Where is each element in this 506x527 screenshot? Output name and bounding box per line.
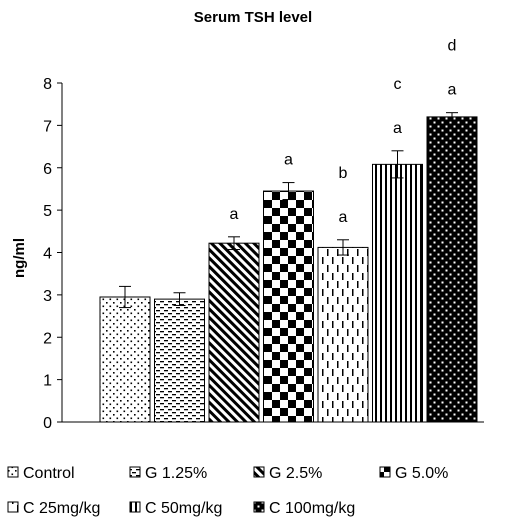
bar	[209, 243, 259, 422]
legend-label: Control	[23, 465, 75, 482]
significance-label: a	[448, 82, 457, 99]
legend-label: G 2.5%	[269, 465, 322, 482]
bar	[100, 297, 150, 422]
legend-swatch	[254, 502, 264, 512]
y-tick-label: 5	[43, 203, 52, 220]
significance-label: a	[339, 209, 348, 226]
bar	[373, 164, 423, 422]
y-tick-label: 6	[43, 161, 52, 178]
legend-item: Control	[8, 465, 75, 482]
legend-item: G 5.0%	[380, 465, 448, 482]
significance-label: d	[448, 38, 457, 55]
legend: Control G 1.25% G 2.5% G 5.0% C 25mg/kg C 50m…	[8, 465, 448, 517]
bar	[155, 299, 205, 422]
y-tick-label: 2	[43, 330, 52, 347]
y-axis-label: ng/ml	[11, 238, 28, 278]
y-tick-label: 4	[43, 246, 52, 263]
legend-swatch	[8, 467, 18, 477]
y-tick-label: 7	[43, 118, 52, 135]
chart-title: Serum TSH level	[194, 9, 312, 26]
bar	[264, 191, 314, 422]
legend-swatch	[380, 467, 390, 477]
legend-swatch	[8, 502, 18, 512]
legend-item: G 2.5%	[254, 465, 322, 482]
significance-label: a	[284, 152, 293, 169]
y-tick-label: 3	[43, 288, 52, 305]
y-tick-label: 0	[43, 415, 52, 432]
legend-label: G 5.0%	[395, 465, 448, 482]
legend-item: C 25mg/kg	[8, 500, 100, 517]
bar	[427, 117, 477, 422]
legend-label: C 50mg/kg	[145, 500, 222, 517]
legend-swatch	[254, 467, 264, 477]
y-tick-label: 1	[43, 373, 52, 390]
bar	[318, 247, 368, 422]
y-ticks: 0 1 2 3 4 5 6 7 8	[43, 76, 62, 432]
legend-label: C 100mg/kg	[269, 500, 355, 517]
significance-label: c	[394, 76, 402, 93]
legend-swatch	[130, 502, 140, 512]
y-tick-label: 8	[43, 76, 52, 93]
legend-item: G 1.25%	[130, 465, 207, 482]
significance-label: a	[393, 120, 402, 137]
significance-label: b	[339, 165, 348, 182]
significance-label: a	[230, 206, 239, 223]
legend-item: C 50mg/kg	[130, 500, 222, 517]
legend-item: C 100mg/kg	[254, 500, 355, 517]
legend-label: C 25mg/kg	[23, 500, 100, 517]
legend-swatch	[130, 467, 140, 477]
legend-label: G 1.25%	[145, 465, 207, 482]
